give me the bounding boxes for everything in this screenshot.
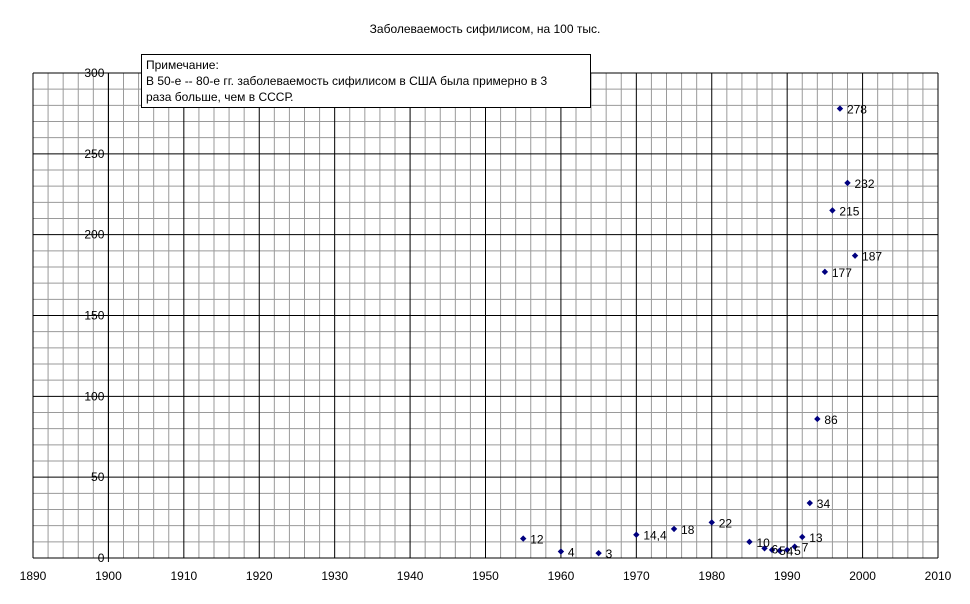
chart-title: Заболеваемость сифилисом, на 100 тыс.: [369, 22, 601, 36]
x-tick-label: 1970: [623, 569, 650, 583]
data-label: 278: [847, 103, 867, 117]
y-tick-label: 300: [84, 66, 104, 80]
x-tick-label: 1990: [774, 569, 801, 583]
x-tick-label: 1950: [472, 569, 499, 583]
data-point: [670, 525, 678, 533]
data-label: 10: [756, 536, 770, 550]
x-tick-label: 2000: [849, 569, 876, 583]
y-tick-label: 100: [84, 389, 104, 403]
data-point: [799, 533, 806, 541]
data-points: [520, 105, 859, 557]
data-label: 4: [568, 546, 575, 560]
x-tick-label: 1890: [20, 569, 47, 583]
data-label: 4: [787, 545, 794, 559]
x-tick-label: 1940: [397, 569, 424, 583]
x-tick-label: 2010: [925, 569, 952, 583]
data-label: 5: [794, 544, 801, 558]
data-label: 232: [855, 177, 875, 191]
x-tick-label: 1980: [698, 569, 725, 583]
data-point: [761, 545, 768, 552]
y-tick-label: 200: [84, 228, 104, 242]
data-point: [791, 543, 798, 550]
data-label: 5: [779, 544, 786, 558]
note-heading: Примечание:: [146, 58, 219, 72]
data-label: 22: [719, 516, 733, 530]
axes: [33, 73, 938, 562]
data-label: 14,4: [643, 529, 667, 543]
data-label: 34: [817, 497, 831, 511]
data-label: 6: [772, 542, 779, 556]
data-point: [783, 546, 791, 554]
x-tick-label: 1930: [321, 569, 348, 583]
data-point: [708, 519, 715, 526]
x-tick-label: 1920: [246, 569, 273, 583]
note-line-2: раза больше, чем в СССР.: [146, 90, 294, 104]
data-label: 12: [530, 533, 544, 547]
data-point: [851, 252, 859, 259]
data-point: [806, 499, 813, 507]
data-label: 18: [681, 523, 695, 537]
note-box: Примечание: В 50-е -- 80-е гг. заболевае…: [141, 54, 591, 108]
data-point: [595, 549, 602, 557]
data-label: 187: [862, 250, 882, 264]
data-point: [821, 268, 829, 276]
x-tick-label: 1960: [548, 569, 575, 583]
data-point: [768, 546, 776, 554]
data-point: [829, 207, 836, 214]
data-point: [520, 535, 527, 542]
data-label: 86: [824, 413, 838, 427]
data-point: [776, 547, 783, 554]
tick-labels: 1890 1900 1910 1920 1930 1940 1950 1960 1970 1980…: [20, 66, 952, 583]
data-point: [844, 179, 851, 187]
data-point: [836, 105, 844, 112]
y-tick-label: 250: [84, 147, 104, 161]
data-point: [814, 415, 821, 423]
data-label: 177: [832, 266, 852, 280]
data-point: [633, 531, 640, 538]
data-point: [557, 548, 565, 555]
data-label: 13: [809, 531, 823, 545]
data-label: 7: [802, 541, 809, 555]
data-point: [746, 538, 753, 546]
data-label: 215: [839, 204, 859, 218]
y-tick-label: 50: [91, 470, 105, 484]
data-label: 3: [606, 547, 613, 561]
note-line-1: В 50-е -- 80-е гг. заболеваемость сифили…: [146, 74, 548, 88]
y-tick-label: 150: [84, 309, 104, 323]
y-tick-label: 0: [98, 551, 105, 565]
x-tick-label: 1900: [95, 569, 122, 583]
x-tick-label: 1910: [170, 569, 197, 583]
